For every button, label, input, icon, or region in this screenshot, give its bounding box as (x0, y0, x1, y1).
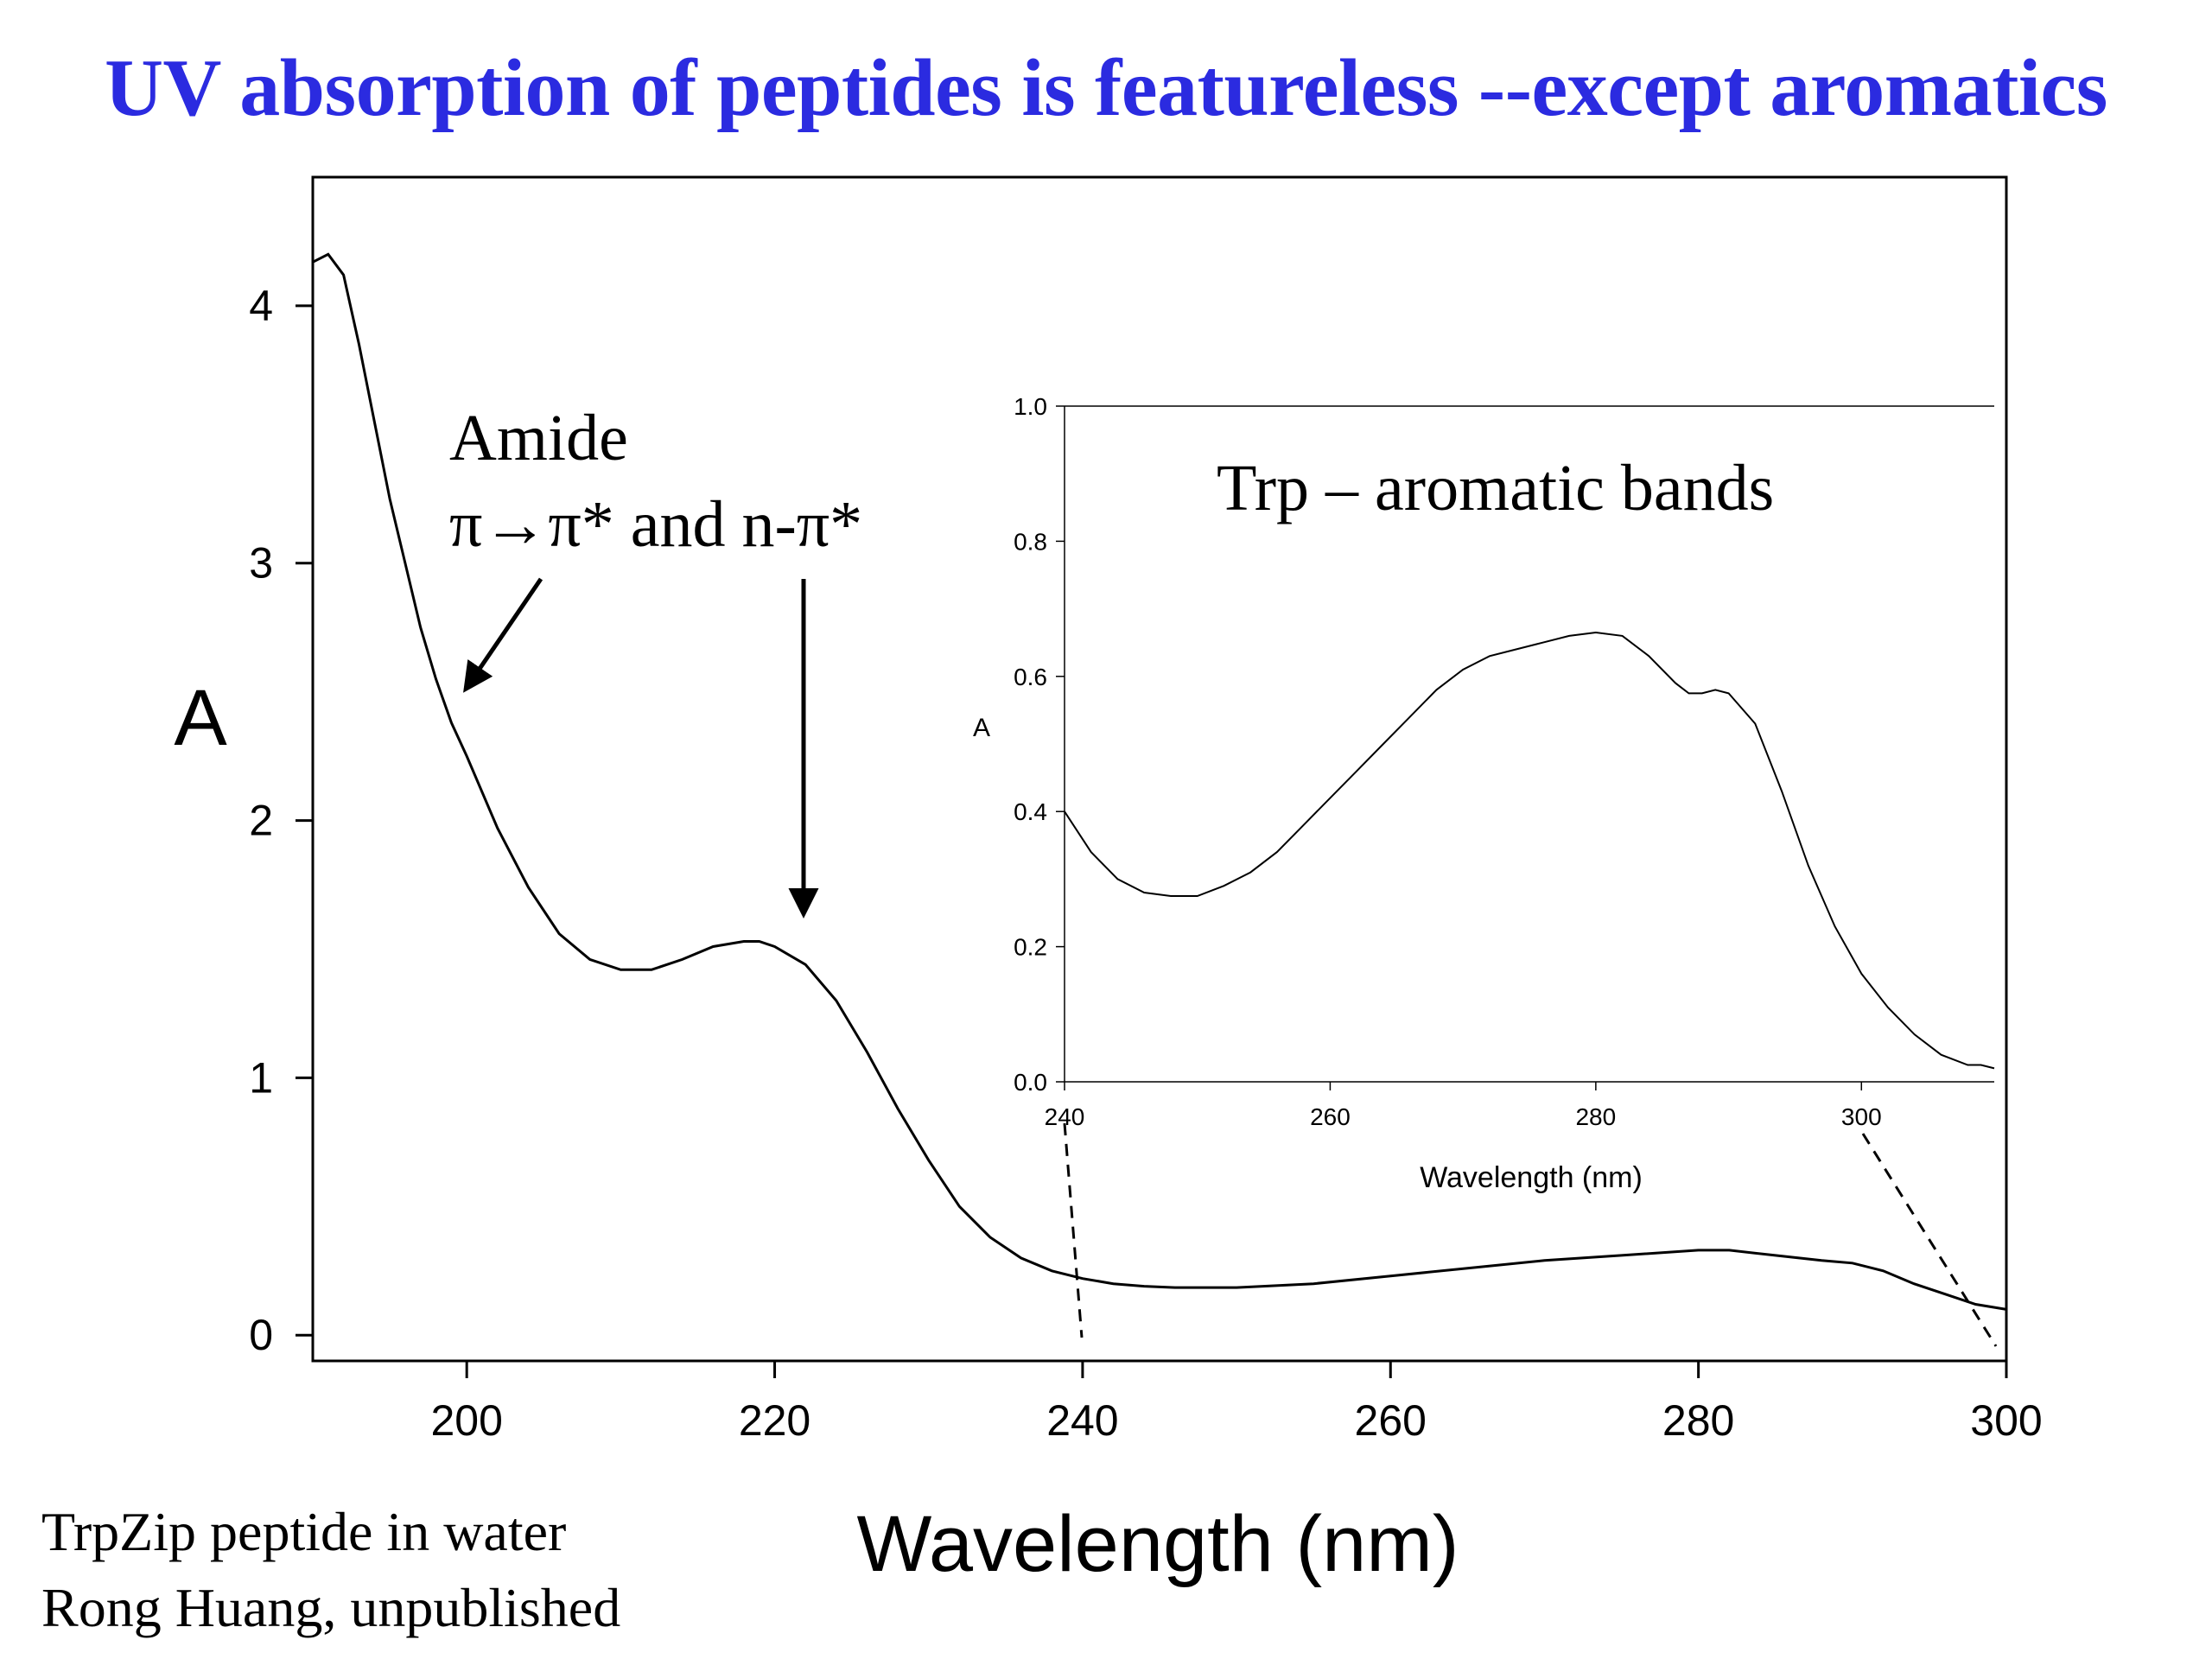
inset-ytick-label: 0.2 (1014, 934, 1047, 961)
inset-ytick-label: 0.6 (1014, 664, 1047, 690)
inset-ytick-label: 0.4 (1014, 798, 1047, 825)
caption-line-2: Rong Huang, unpublished (41, 1577, 621, 1638)
inset-xtick-label: 300 (1841, 1103, 1882, 1130)
transition-annotation: π→π* and n-π* (449, 488, 862, 561)
inset-ytick-label: 0.8 (1014, 528, 1047, 555)
inset-xlabel: Wavelength (nm) (1420, 1161, 1643, 1194)
inset-xtick-label: 280 (1575, 1103, 1616, 1130)
inset-ylabel: A (973, 714, 990, 742)
main-ylabel: A (174, 674, 227, 762)
zoom-connector-right (1861, 1133, 1998, 1347)
amide-arrow-diagonal (463, 577, 543, 693)
main-ytick-label: 0 (249, 1311, 273, 1359)
inset-background (1065, 406, 1994, 1082)
main-xtick-label: 220 (739, 1396, 810, 1445)
main-ytick-label: 3 (249, 539, 273, 588)
zoom-connector-left (1063, 1122, 1084, 1338)
main-xlabel: Wavelength (nm) (856, 1500, 1459, 1588)
inset-ytick-label: 0.0 (1014, 1069, 1047, 1096)
inset-ytick-label: 1.0 (1014, 393, 1047, 420)
main-xtick-label: 260 (1355, 1396, 1427, 1445)
main-xtick-label: 280 (1662, 1396, 1734, 1445)
main-xtick-label: 240 (1046, 1396, 1118, 1445)
trp-annotation: Trp – aromatic bands (1217, 452, 1774, 524)
main-xtick-label: 200 (430, 1396, 502, 1445)
caption-line-1: TrpZip peptide in water (41, 1501, 567, 1562)
amide-annotation: Amide (449, 402, 628, 474)
main-ytick-label: 1 (249, 1053, 273, 1102)
main-series-line (312, 252, 2007, 1311)
main-xtick-label: 300 (1970, 1396, 2042, 1445)
slide-title: UV absorption of peptides is featureless… (105, 43, 2107, 133)
inset-series-line (1064, 631, 1995, 1070)
main-ytick-label: 2 (249, 797, 273, 845)
inset-chart: 240 260 280 300 0.00.20.40.60.81.0 A Wavele… (973, 393, 1995, 1194)
main-ytick-label: 4 (249, 282, 273, 330)
main-plot-frame (311, 175, 2008, 1363)
inset-xtick-label: 260 (1310, 1103, 1351, 1130)
